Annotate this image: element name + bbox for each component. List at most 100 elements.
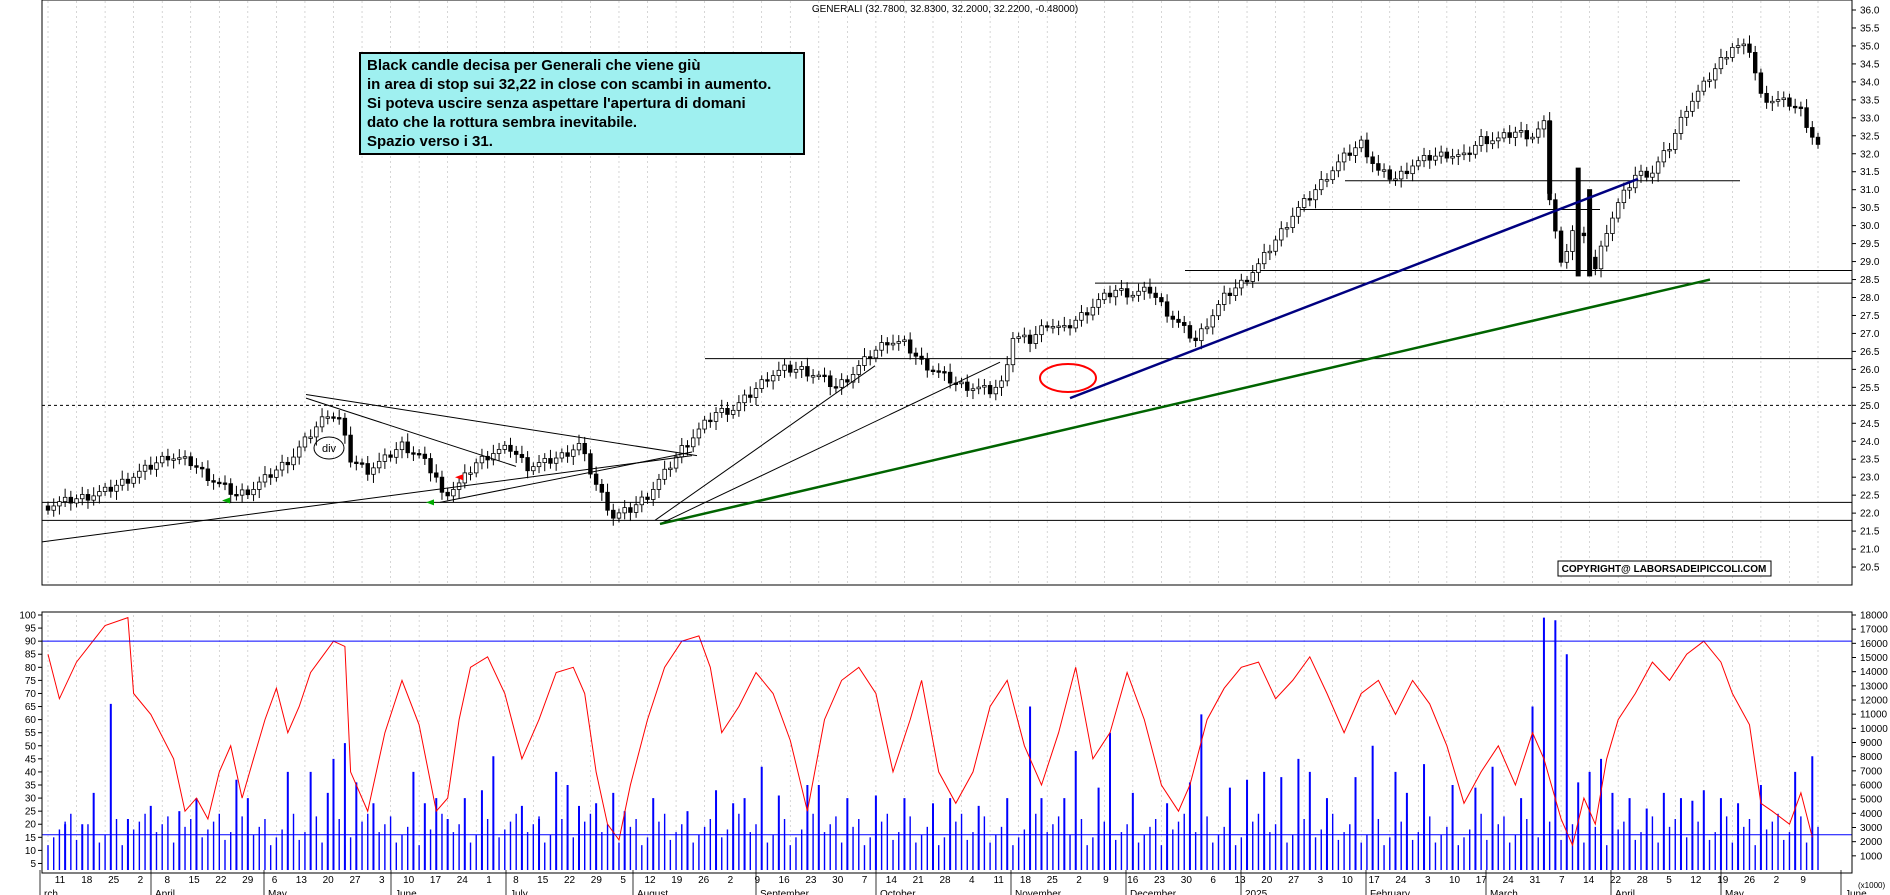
y-tick-label: 24.0 <box>1860 437 1880 448</box>
x-month-label: May <box>268 889 287 895</box>
copyright-box <box>1557 560 1772 577</box>
candle-body <box>730 409 736 415</box>
left-tick-label: 25 <box>25 807 37 818</box>
candle-body <box>297 446 302 458</box>
x-day-label: 26 <box>698 875 710 886</box>
candle-body <box>1387 169 1392 180</box>
candle-body <box>1507 132 1512 138</box>
candle-body <box>80 494 85 500</box>
trend-line <box>1069 177 1639 400</box>
copyright-text: COPYRIGHT@ LABORSADEIPICCOLI.COM <box>1562 564 1767 575</box>
candle-body <box>942 371 947 374</box>
candle-body <box>1079 312 1084 321</box>
x-day-label: 30 <box>832 875 844 886</box>
candle-body <box>1324 179 1330 182</box>
candle-body <box>605 491 610 511</box>
candle-body <box>1359 139 1364 149</box>
candle-body <box>1256 263 1261 273</box>
candle-body <box>959 381 964 385</box>
candle-body <box>525 457 530 472</box>
candle-body <box>1695 90 1701 102</box>
candle-body <box>1473 144 1478 155</box>
candle-body <box>668 467 673 470</box>
x-day-label: 4 <box>969 875 975 886</box>
candle-body <box>1290 215 1295 228</box>
candle-body <box>1735 45 1741 48</box>
x-day-label: 2 <box>728 875 734 886</box>
green-arrow-marker <box>222 497 230 504</box>
right-tick-label: 6000 <box>1860 781 1883 792</box>
candle-body <box>445 491 450 497</box>
candle-body <box>502 444 507 450</box>
candle-body <box>45 505 51 511</box>
oscillator-line <box>42 616 1852 847</box>
x-day-label: 25 <box>1047 875 1059 886</box>
candle-body <box>1610 217 1615 234</box>
candle-body <box>862 356 867 366</box>
left-tick-label: 85 <box>25 650 37 661</box>
right-tick-label: 3000 <box>1860 823 1883 834</box>
candle-body <box>1450 155 1455 159</box>
x-day-label: 9 <box>1103 875 1109 886</box>
candle-body <box>976 386 981 390</box>
x-day-label: 14 <box>886 875 898 886</box>
candle-body <box>633 504 639 513</box>
right-tick-label: 7000 <box>1860 766 1883 777</box>
right-tick-label: 15000 <box>1860 653 1888 664</box>
x-month-label: November <box>1015 889 1062 895</box>
candle-body <box>839 379 844 388</box>
x-day-label: 19 <box>1717 875 1729 886</box>
x-month-label: March <box>1490 889 1518 895</box>
candle-body <box>571 449 576 457</box>
candle-body <box>1284 227 1290 230</box>
candle-body <box>1524 130 1530 140</box>
candle-body <box>1530 136 1535 140</box>
left-tick-label: 80 <box>25 663 37 674</box>
x-day-label: 23 <box>805 875 817 886</box>
candle-body <box>114 484 119 492</box>
candle-body <box>1427 155 1432 161</box>
candle-body <box>1678 116 1684 134</box>
y-tick-label: 33.5 <box>1860 95 1880 106</box>
candle-body <box>565 452 570 457</box>
candle-body <box>1638 170 1644 176</box>
x-day-label: 5 <box>1666 875 1672 886</box>
candle-body <box>1581 232 1587 237</box>
x-day-label: 26 <box>1744 875 1756 886</box>
candle-body <box>302 436 308 448</box>
left-tick-label: 5 <box>30 859 36 870</box>
trend-line <box>439 451 693 503</box>
candle-body <box>274 469 279 478</box>
candle-body <box>1456 154 1461 157</box>
candle-body <box>1147 286 1153 294</box>
candle-body <box>770 375 776 382</box>
candle-body <box>1752 52 1758 74</box>
y-tick-label: 31.0 <box>1860 185 1880 196</box>
candle-body <box>536 462 542 468</box>
candle-body <box>354 461 359 464</box>
candle-body <box>451 489 456 497</box>
x-day-label: 21 <box>913 875 925 886</box>
x-month-label: August <box>637 889 668 895</box>
x-day-label: 22 <box>1610 875 1622 886</box>
candle-body <box>1684 110 1689 118</box>
candle-body <box>628 507 633 513</box>
candle-body <box>97 491 102 497</box>
candle-body <box>1022 334 1027 338</box>
candle-body <box>1090 306 1096 316</box>
x-day-label: 6 <box>1210 875 1216 886</box>
x-month-label: June <box>395 889 417 895</box>
axes: 20.5 21.0 21.5 22.0 22.5 23.0 23.5 24.0 24.5 25.0… <box>19 0 1888 895</box>
candle-body <box>85 494 91 501</box>
candle-body <box>930 369 936 372</box>
candle-body <box>753 388 759 398</box>
y-tick-label: 35.0 <box>1860 41 1880 52</box>
candle-body <box>885 342 890 346</box>
candle-body <box>1444 151 1450 159</box>
candle-body <box>1570 230 1575 252</box>
candle-body <box>1713 68 1718 81</box>
candle-body <box>1341 152 1347 163</box>
candle-body <box>1815 136 1821 145</box>
candle-body <box>896 341 901 344</box>
candle-body <box>993 386 999 395</box>
